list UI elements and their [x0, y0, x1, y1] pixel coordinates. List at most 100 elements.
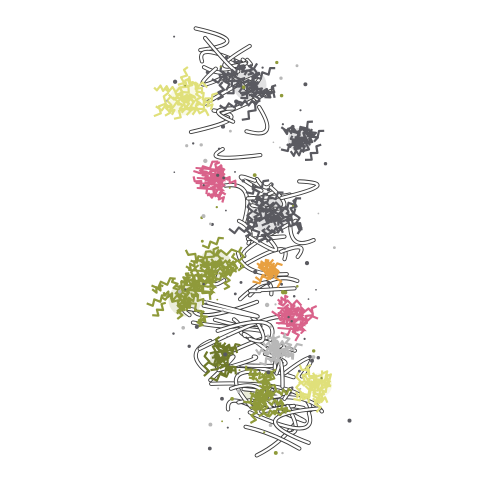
- side-chain-dot: [228, 186, 231, 189]
- backbone-loop: [203, 36, 240, 73]
- side-chain-dot: [241, 85, 246, 89]
- helix-segment: [266, 214, 283, 223]
- helix-segment: [262, 341, 277, 350]
- helix-segment: [216, 353, 237, 375]
- side-chain-dot: [239, 280, 243, 284]
- side-chain-dot: [238, 417, 241, 420]
- helix-segment: [268, 356, 281, 366]
- helix-segment: [287, 197, 298, 217]
- side-chain-dot: [270, 86, 275, 91]
- backbone-loop: [248, 411, 312, 430]
- helix-segment: [164, 85, 184, 94]
- helix-segment: [257, 389, 281, 398]
- beta-sheet-olive: [185, 288, 216, 296]
- helix-segment: [249, 403, 258, 424]
- side-chain-dot: [216, 173, 220, 177]
- helix-segment: [231, 252, 239, 273]
- side-chain-dot: [208, 422, 213, 427]
- side-chain-dot: [234, 99, 239, 104]
- helix-segment: [280, 137, 304, 153]
- side-chain-dot: [228, 129, 232, 133]
- backbone-loop: [216, 107, 235, 123]
- helix-segment: [237, 246, 245, 272]
- helix-segment: [301, 381, 326, 399]
- helix-segment: [243, 388, 267, 404]
- helix-segment: [152, 301, 167, 317]
- side-chain-dot: [184, 84, 186, 87]
- helix-segment: [177, 66, 189, 86]
- side-chain-dot: [199, 260, 202, 263]
- side-chain-dot: [217, 252, 220, 255]
- side-chain-dot: [173, 171, 176, 173]
- side-chain-dot: [307, 298, 310, 300]
- helix-segment: [216, 81, 226, 101]
- side-chain-dot: [303, 82, 308, 87]
- helix-segment: [271, 262, 283, 288]
- side-chain-dot: [207, 446, 212, 451]
- backbone-loop: [244, 425, 301, 450]
- side-chain-dot: [283, 290, 288, 295]
- helix-segment: [260, 371, 272, 380]
- side-chain-dot: [299, 109, 302, 112]
- helix-segment: [249, 90, 271, 98]
- side-chain-dot: [184, 288, 187, 291]
- side-chain-dot: [257, 71, 261, 75]
- helix-segment: [213, 339, 221, 368]
- helix-segment: [165, 104, 176, 116]
- side-chain-dot: [199, 143, 203, 147]
- side-chain-dot: [281, 451, 284, 455]
- side-chain-dot: [172, 79, 178, 84]
- side-chain-dot: [233, 292, 237, 296]
- helix-segment: [196, 92, 219, 111]
- helix-segment: [250, 192, 269, 204]
- backbone-loop: [248, 235, 278, 252]
- side-chain-dot: [263, 431, 266, 434]
- side-chain-dot: [303, 337, 306, 340]
- side-chain-dot: [279, 76, 283, 80]
- side-chain-dot: [323, 162, 328, 166]
- side-chain-dot: [264, 302, 270, 308]
- side-chain-dot: [187, 344, 191, 348]
- side-chain-dot: [280, 282, 283, 286]
- side-chain-dot: [269, 325, 272, 328]
- helix-segment: [252, 270, 278, 285]
- side-chain-dot: [310, 358, 314, 363]
- side-chain-dot: [266, 370, 271, 375]
- side-chain-dot: [221, 309, 224, 313]
- side-chain-dot: [238, 369, 241, 372]
- beta-sheet-olive: [185, 283, 218, 291]
- backbone-loop: [280, 180, 319, 200]
- helix-segment: [226, 76, 246, 95]
- side-chain-dot: [283, 247, 286, 250]
- side-chain-dot: [201, 214, 206, 219]
- helix-segment: [238, 65, 249, 76]
- helix-segment: [214, 248, 223, 274]
- side-chain-dot: [295, 64, 299, 68]
- side-chain-dot: [261, 66, 264, 69]
- helix-segment: [228, 225, 255, 235]
- side-chain-dot: [308, 354, 312, 359]
- backbone-loop: [246, 235, 286, 241]
- side-chain-dot: [217, 364, 221, 367]
- helix-segment: [200, 258, 210, 273]
- helix-segment: [255, 85, 266, 98]
- side-chain-dot: [253, 269, 258, 275]
- side-chain-dot: [332, 246, 336, 250]
- helix-segment: [276, 294, 289, 305]
- helix-segment: [245, 179, 270, 195]
- side-chain-dot: [272, 141, 275, 144]
- side-chain-dot: [316, 355, 321, 360]
- helix-segment: [279, 211, 303, 231]
- side-chain-dot: [289, 392, 292, 395]
- backbone-loop: [280, 246, 303, 259]
- side-chain-dot: [298, 369, 301, 373]
- side-chain-dot: [220, 124, 226, 129]
- helix-segment: [289, 135, 299, 150]
- side-chain-dot: [273, 450, 278, 455]
- helix-segment: [277, 299, 303, 307]
- helix-segment: [255, 201, 282, 209]
- helix-segment: [277, 303, 290, 325]
- side-chain-dot: [172, 332, 175, 335]
